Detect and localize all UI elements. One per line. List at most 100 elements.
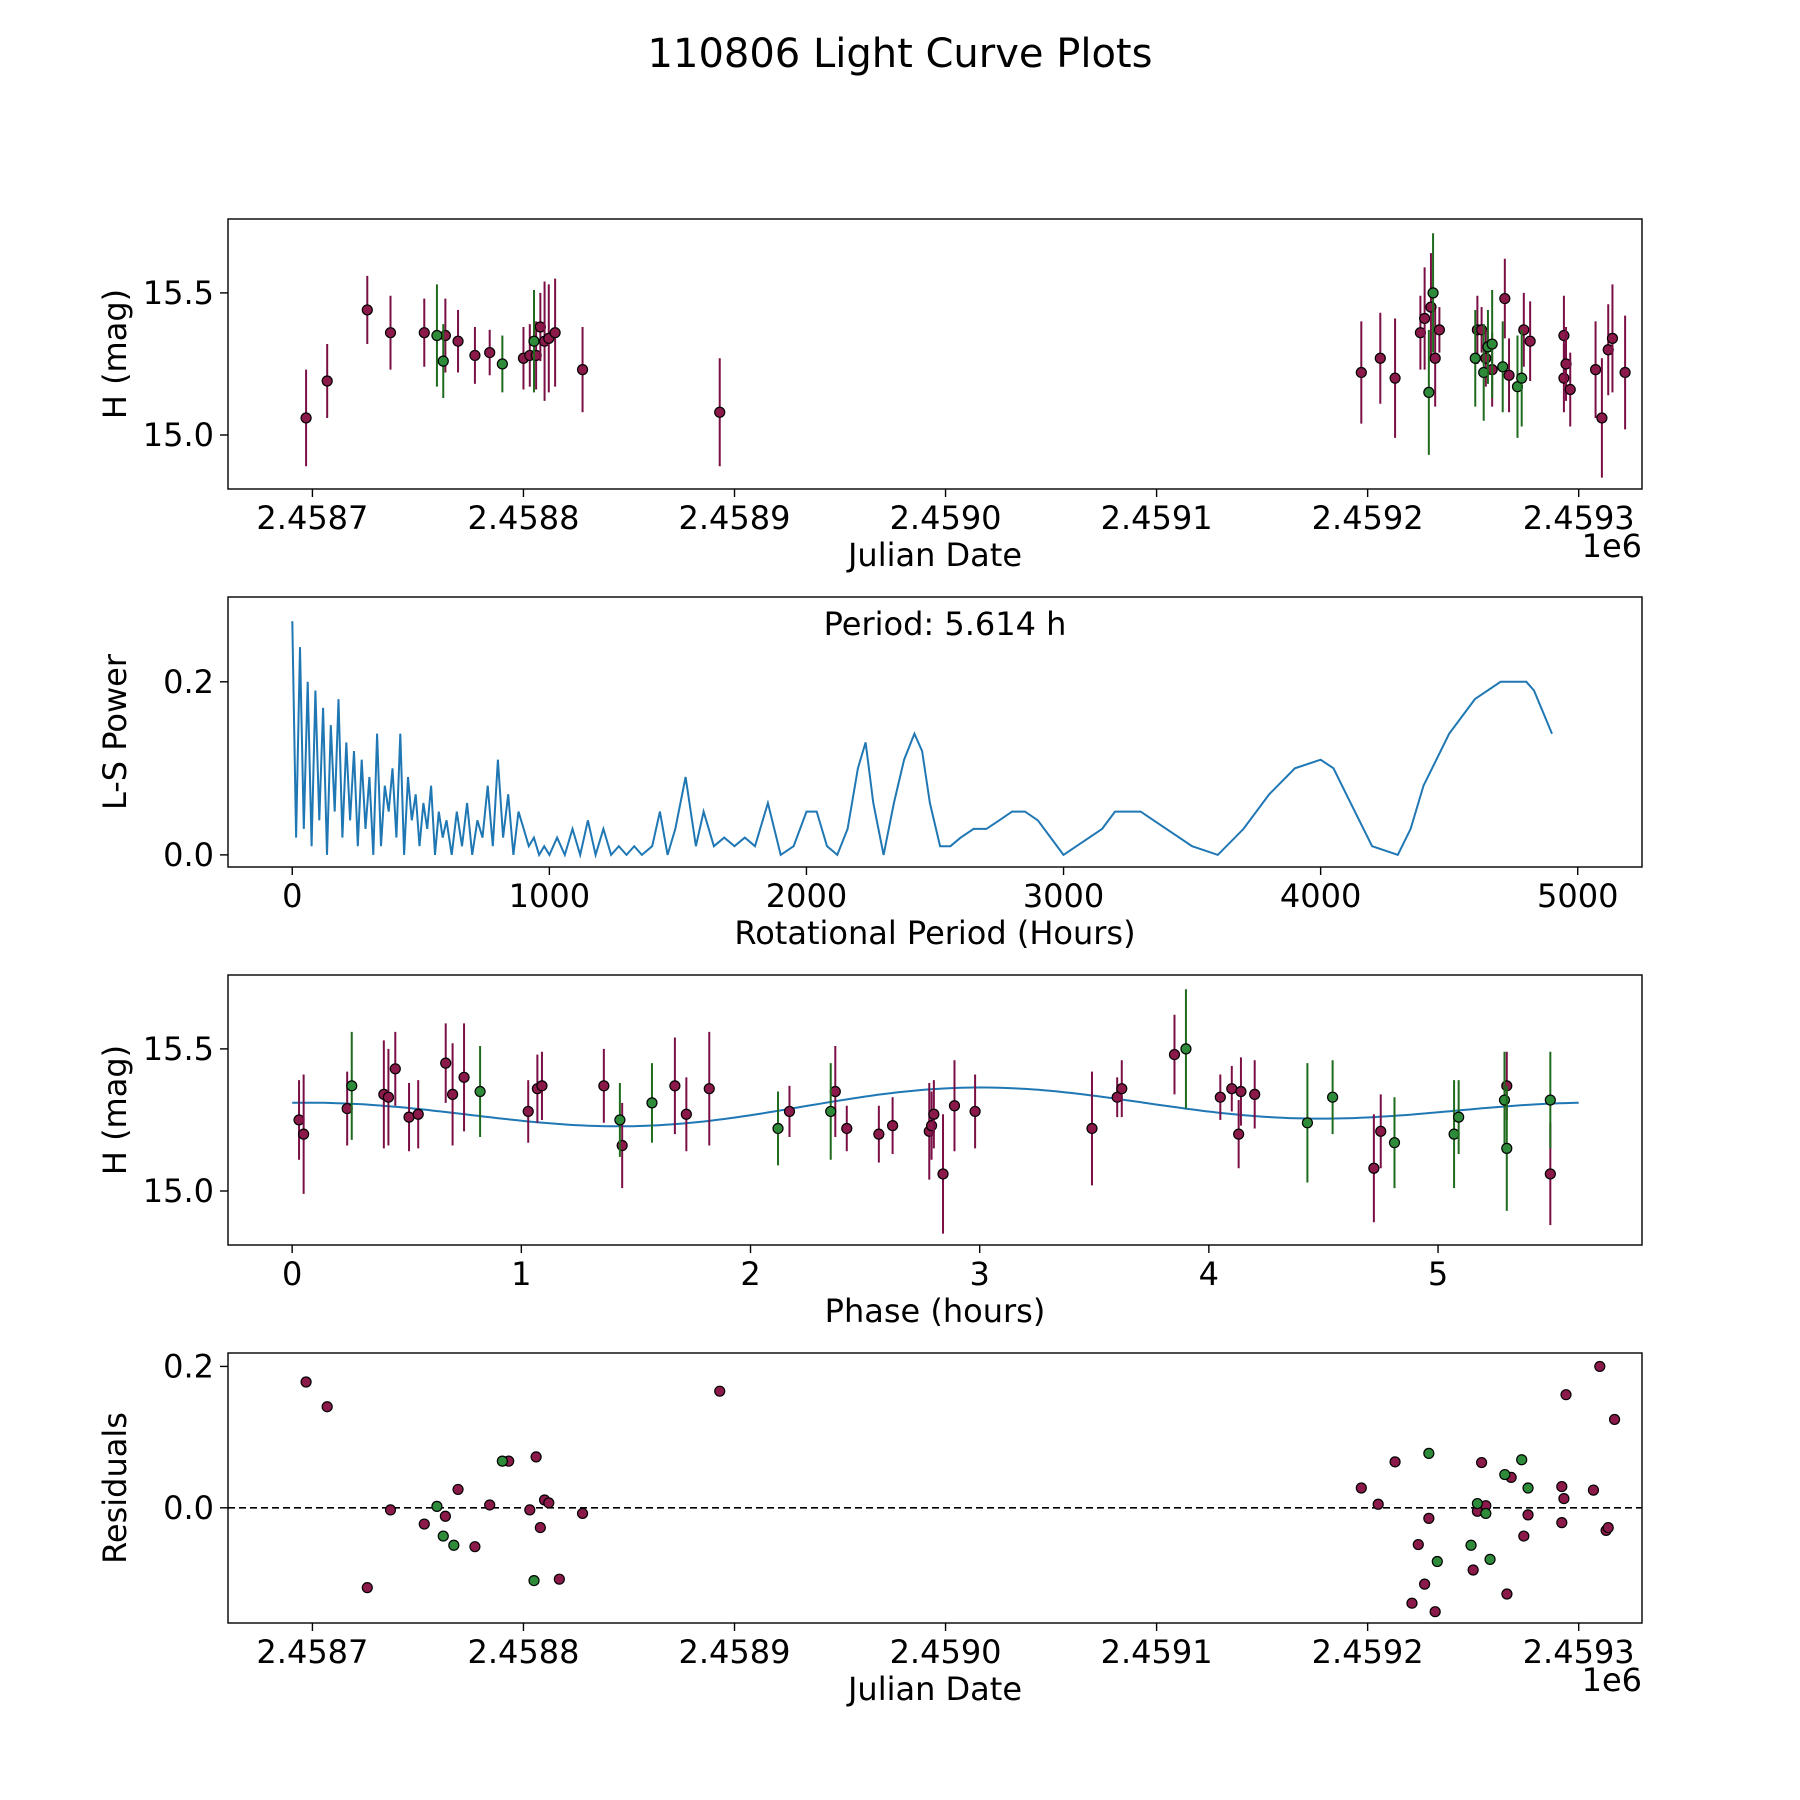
x-tick-label: 2.4592 [1312,499,1424,537]
x-tick-label: 2.4591 [1101,1633,1213,1671]
magenta-data-point [1249,1088,1261,1100]
y-tick-label: 0.2 [163,663,214,701]
magenta-data-point [530,1451,542,1463]
magenta-data-point [1226,1083,1238,1095]
green-data-point [528,335,540,347]
magenta-data-point [1375,1125,1387,1137]
x-tick-label: 5000 [1537,877,1618,915]
magenta-data-point [1406,1597,1418,1609]
x-tick-label: 0 [282,1255,302,1293]
magenta-data-point [1608,1413,1621,1426]
x-tick-label: 2.4588 [467,499,579,537]
magenta-data-point [1355,1482,1367,1494]
x-tick-label: 0 [282,877,302,915]
magenta-data-point [1423,1512,1435,1524]
magenta-data-point [452,1483,464,1496]
axes-frame [227,596,1643,868]
x-tick-label: 4 [1199,1255,1219,1293]
magenta-data-point [1116,1083,1128,1095]
magenta-data-point [1558,329,1570,342]
green-data-point [1465,1539,1477,1551]
magenta-data-point [403,1111,415,1123]
period-annotation: Period: 5.614 h [824,605,1067,643]
figure-title: 110806 Light Curve Plots [648,31,1153,77]
model-fit-curve [292,1086,1579,1128]
green-data-point [448,1539,460,1551]
magenta-data-point [534,1521,546,1534]
green-data-point [1180,1043,1192,1055]
x-tick-label: 2.4593 [1523,499,1635,537]
green-data-point [1301,1117,1314,1129]
x-offset-label: 1e6 [1582,527,1642,565]
x-tick-label: 2.4592 [1312,1633,1424,1671]
magenta-data-point [452,335,464,347]
y-axis-label: L-S Power [96,653,134,810]
magenta-data-point [669,1080,681,1092]
green-data-point [528,1574,540,1587]
plot-area [291,621,1553,859]
green-data-point [1423,386,1435,398]
magenta-data-point [576,364,589,376]
magenta-data-point [948,1100,961,1112]
x-tick-label: 2.4587 [256,1633,368,1671]
x-tick-label: 2 [740,1255,760,1293]
green-data-point [1499,1468,1511,1481]
x-tick-label: 2.4589 [679,499,791,537]
green-data-point [437,1530,449,1542]
magenta-data-point [1556,1517,1568,1529]
magenta-data-point [1589,364,1602,376]
magenta-data-point [522,1105,534,1118]
magenta-data-point [714,406,726,418]
green-data-point [496,358,508,370]
x-tick-label: 2.4591 [1101,499,1213,537]
green-data-point [1388,1137,1401,1149]
green-data-point [1448,1128,1460,1140]
magenta-data-point [321,375,333,387]
green-data-point [1423,1447,1435,1459]
magenta-data-point [1560,1389,1572,1401]
magenta-data-point [1214,1091,1226,1103]
magenta-data-point [469,1541,481,1553]
y-axis-label: H (mag) [96,1045,134,1175]
magenta-data-point [1412,1538,1424,1551]
magenta-data-point [536,1080,548,1092]
y-tick-label: 15.5 [143,1030,214,1068]
green-data-point [1486,338,1498,350]
x-tick-label: 4000 [1280,877,1361,915]
x-tick-label: 2.4587 [256,499,368,537]
magenta-data-point [469,349,481,362]
magenta-data-point [714,1385,726,1397]
magenta-data-point [1544,1168,1556,1180]
green-data-point [1516,1454,1528,1466]
magenta-data-point [1429,1606,1441,1618]
magenta-data-point [439,1510,451,1522]
magenta-data-point [321,1401,333,1413]
magenta-data-point [576,1507,589,1520]
x-axis-label: Phase (hours) [825,1292,1046,1330]
y-axis-label: H (mag) [96,289,134,419]
magenta-data-point [1587,1484,1600,1496]
green-data-point [346,1080,358,1092]
magenta-data-point [384,1504,397,1516]
magenta-data-point [1086,1122,1098,1135]
magenta-data-point [1476,1456,1488,1469]
magenta-data-point [616,1139,628,1152]
magenta-data-point [1168,1048,1181,1061]
magenta-data-point [524,1504,536,1516]
magenta-data-point [1556,1480,1568,1493]
magenta-data-point [1235,1085,1247,1098]
x-tick-label: 1 [511,1255,531,1293]
magenta-data-point [1524,335,1536,347]
axes-frame [227,974,1643,1246]
green-data-point [1516,372,1528,384]
axes-frame [227,1352,1643,1624]
green-data-point [1471,1497,1483,1510]
magenta-data-point [361,304,373,316]
magenta-data-point [549,327,561,339]
magenta-data-point [1501,1588,1513,1600]
magenta-data-point [969,1105,981,1118]
green-data-point [614,1114,626,1126]
magenta-data-point [841,1122,853,1135]
magenta-data-point [298,1128,310,1140]
x-offset-label: 1e6 [1582,1661,1642,1699]
